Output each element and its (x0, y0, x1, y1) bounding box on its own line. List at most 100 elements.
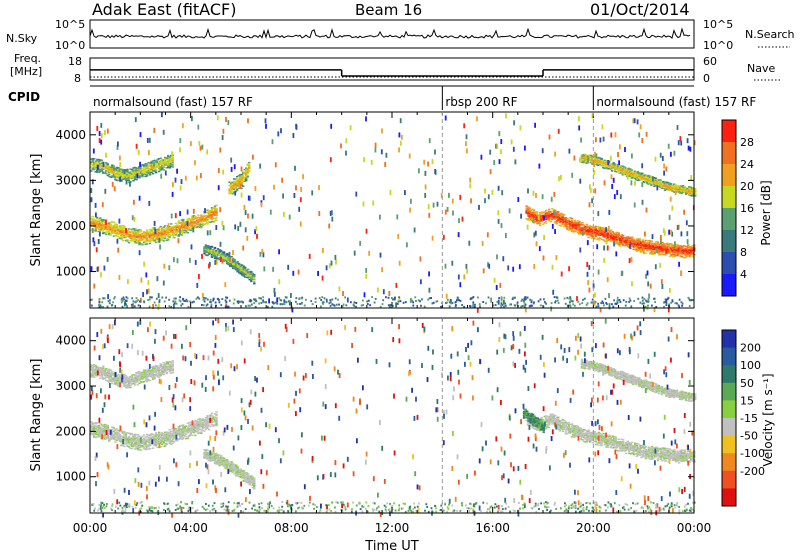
data-cell (236, 270, 239, 273)
data-cell (96, 227, 99, 229)
data-cell (148, 171, 152, 173)
ground-cell (644, 305, 647, 308)
data-cell (158, 440, 161, 443)
data-cell (136, 236, 140, 239)
data-cell (576, 224, 580, 226)
data-cell (684, 187, 688, 189)
data-cell (164, 162, 167, 165)
data-cell (148, 231, 152, 233)
data-cell (191, 221, 194, 223)
noise-cell (219, 147, 222, 153)
data-cell (545, 212, 548, 215)
data-cell (136, 440, 140, 443)
data-cell (588, 234, 592, 236)
data-cell (572, 224, 575, 226)
data-cell (159, 169, 162, 171)
data-cell (640, 250, 643, 252)
velocity-data (90, 318, 697, 518)
data-cell (177, 226, 180, 228)
data-cell (129, 177, 132, 179)
data-cell (132, 172, 135, 174)
data-cell (588, 231, 592, 233)
data-cell (167, 166, 170, 169)
data-cell (620, 238, 623, 240)
data-cell (141, 168, 144, 170)
data-cell (247, 271, 250, 273)
data-cell (161, 433, 164, 435)
data-cell (652, 246, 655, 249)
noise-cell (579, 247, 582, 253)
data-cell (653, 243, 657, 246)
data-cell (102, 168, 105, 171)
noise-cell (167, 223, 170, 229)
data-cell (634, 241, 637, 243)
data-cell (603, 159, 606, 162)
data-cell (210, 251, 214, 253)
data-cell (132, 169, 135, 171)
noise-cell (299, 197, 302, 203)
data-cell (191, 218, 194, 221)
data-cell (253, 281, 256, 283)
data-cell (212, 252, 215, 254)
data-cell (145, 230, 149, 233)
data-cell (118, 437, 122, 439)
data-cell (635, 247, 638, 249)
data-cell (151, 447, 155, 449)
data-cell (162, 442, 165, 444)
data-cell (242, 267, 245, 269)
noise-cell (690, 175, 693, 181)
data-cell (585, 154, 588, 156)
data-cell (242, 274, 245, 276)
data-cell (100, 433, 103, 435)
noise-cell (395, 302, 397, 308)
data-cell (145, 238, 149, 241)
data-cell (248, 273, 251, 276)
data-cell (536, 211, 539, 213)
data-cell (616, 236, 619, 238)
data-cell (639, 174, 642, 177)
data-cell (93, 158, 96, 160)
ground-cell (569, 297, 572, 300)
data-cell (242, 180, 245, 183)
noise-cell (578, 116, 580, 122)
data-cell (597, 234, 601, 236)
ground-cell (543, 298, 545, 301)
data-cell (228, 181, 231, 183)
data-cell (132, 238, 135, 240)
data-cell (570, 221, 574, 224)
data-cell (597, 229, 601, 231)
data-cell (126, 173, 129, 176)
data-cell (635, 248, 638, 250)
noise-cell (677, 140, 680, 146)
data-cell (227, 263, 230, 266)
noise-cell (370, 159, 373, 165)
data-cell (677, 245, 681, 247)
data-cell (165, 431, 168, 433)
data-cell (638, 243, 641, 245)
data-cell (154, 161, 158, 163)
data-cell (97, 220, 100, 222)
ground-cell (271, 305, 274, 308)
ground-cell (603, 304, 605, 307)
data-cell (201, 216, 205, 218)
noise-cell (686, 231, 689, 237)
ground-cell (254, 299, 256, 301)
data-cell (674, 248, 678, 251)
data-cell (132, 233, 135, 236)
data-cell (606, 236, 610, 238)
ground-cell (637, 297, 640, 300)
ground-cell (185, 298, 188, 301)
data-cell (567, 220, 571, 222)
ground-cell (663, 305, 665, 308)
data-cell (563, 219, 566, 221)
noise-cell (282, 193, 284, 199)
data-cell (628, 239, 631, 241)
ground-cell (448, 305, 451, 308)
data-cell (656, 178, 659, 181)
data-cell (161, 229, 164, 231)
noise-cell (374, 142, 377, 148)
data-cell (132, 174, 135, 176)
data-cell (653, 242, 657, 245)
data-cell (168, 158, 171, 160)
ground-cell (448, 301, 451, 304)
